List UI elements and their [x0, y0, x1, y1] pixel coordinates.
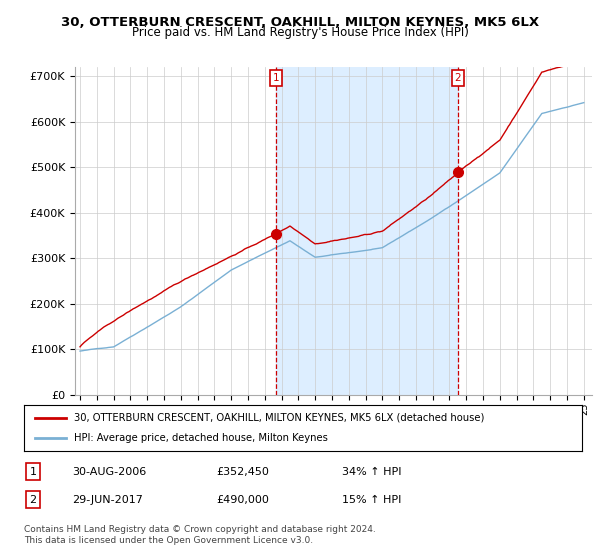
Text: 29-JUN-2017: 29-JUN-2017 [72, 494, 143, 505]
Text: HPI: Average price, detached house, Milton Keynes: HPI: Average price, detached house, Milt… [74, 433, 328, 444]
Text: 1: 1 [272, 73, 279, 83]
Text: £352,450: £352,450 [216, 466, 269, 477]
Text: 15% ↑ HPI: 15% ↑ HPI [342, 494, 401, 505]
Text: Price paid vs. HM Land Registry's House Price Index (HPI): Price paid vs. HM Land Registry's House … [131, 26, 469, 39]
Bar [276, 67, 458, 395]
Text: 2: 2 [455, 73, 461, 83]
Text: £490,000: £490,000 [216, 494, 269, 505]
Text: 30, OTTERBURN CRESCENT, OAKHILL, MILTON KEYNES, MK5 6LX: 30, OTTERBURN CRESCENT, OAKHILL, MILTON … [61, 16, 539, 29]
Text: 1: 1 [29, 466, 37, 477]
Text: Contains HM Land Registry data © Crown copyright and database right 2024.
This d: Contains HM Land Registry data © Crown c… [24, 525, 376, 545]
Text: 34% ↑ HPI: 34% ↑ HPI [342, 466, 401, 477]
Text: 2: 2 [29, 494, 37, 505]
Text: 30-AUG-2006: 30-AUG-2006 [72, 466, 146, 477]
Text: 30, OTTERBURN CRESCENT, OAKHILL, MILTON KEYNES, MK5 6LX (detached house): 30, OTTERBURN CRESCENT, OAKHILL, MILTON … [74, 413, 485, 423]
